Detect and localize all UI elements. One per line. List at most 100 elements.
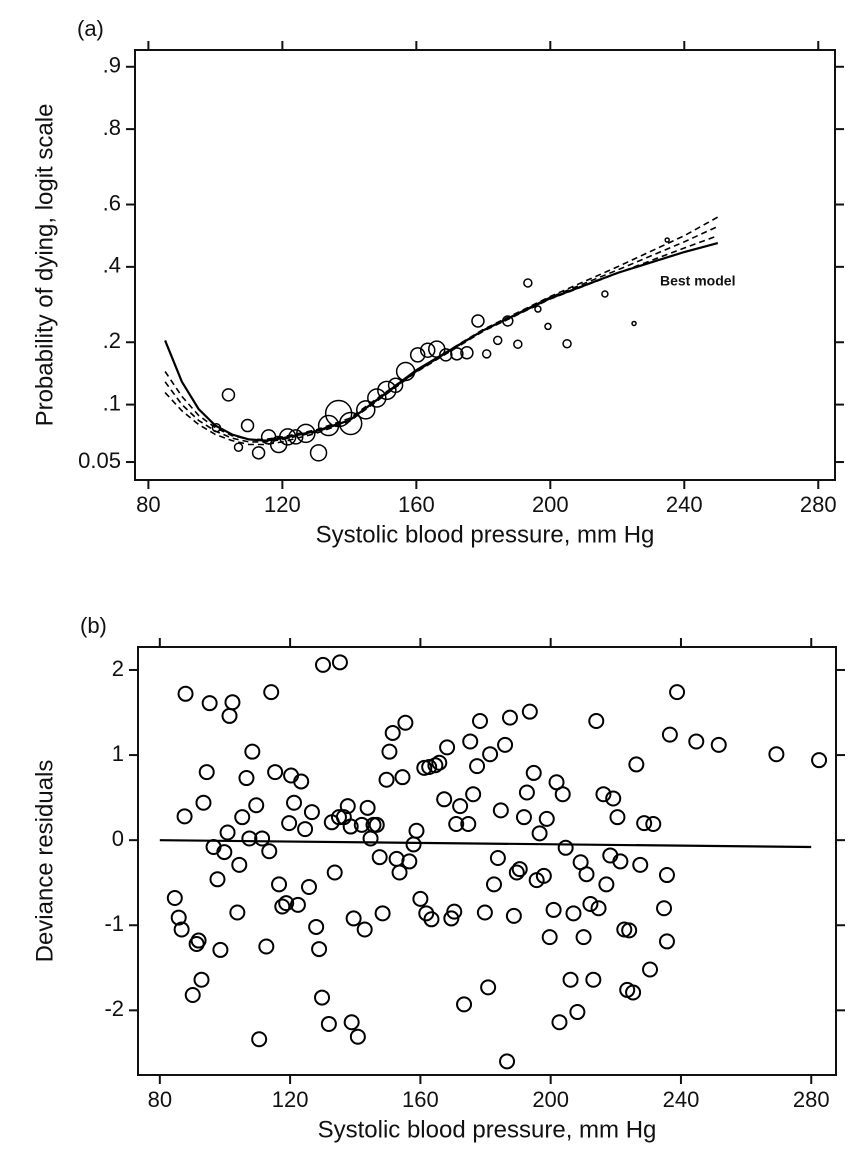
data-point [170,909,187,926]
data-point [343,1014,360,1031]
data-point [238,770,255,787]
x-tick-label: 80 [136,492,160,517]
data-point [260,429,277,445]
data-point [534,305,542,313]
data-point [345,910,362,927]
data-point [582,895,599,912]
plot-frame [134,49,836,481]
model-curve-dashed [164,225,719,443]
model-curve [164,242,719,442]
data-point [409,347,426,363]
data-point [198,764,215,781]
data-point [590,900,607,917]
data-point [231,856,248,873]
data-point [605,790,622,807]
data-point [374,905,391,922]
data-point [384,724,401,741]
data-point [229,904,246,921]
data-point [631,320,637,327]
x-tick-label: 280 [800,492,837,517]
y-axis-label: Probability of dying, logit scale [31,104,58,427]
data-point [317,414,340,437]
data-point [324,399,353,428]
plot-frame [137,646,837,1076]
data-point [523,278,533,288]
data-point [391,864,408,881]
data-point [177,685,194,702]
data-point [356,400,376,420]
y-tick-label: -1 [104,911,124,936]
data-point [469,758,486,775]
y-tick-label: 0 [112,826,124,851]
data-point [289,896,306,913]
data-point [569,1004,586,1021]
data-point [456,996,473,1013]
y-tick-label: .2 [103,328,121,353]
data-point [661,726,678,743]
data-point [628,756,645,773]
data-point [669,684,686,701]
data-point [278,428,297,446]
data-point [331,654,348,671]
y-tick-label: 1 [112,741,124,766]
data-point [288,429,304,445]
data-point [531,825,548,842]
data-point [535,867,552,884]
data-point [448,815,465,832]
data-point [501,709,518,726]
data-point [286,794,303,811]
x-tick-label: 240 [666,492,703,517]
data-point [395,361,416,382]
x-tick-label: 80 [148,1087,172,1112]
x-axis-label: Systolic blood pressure, mm Hg [318,1116,657,1143]
y-tick-label: .8 [103,115,121,140]
data-point [254,830,271,847]
data-point [211,422,222,433]
data-point [241,830,258,847]
x-tick-label: 160 [402,1087,439,1112]
model-curve-dashed [164,216,719,441]
x-tick-label: 160 [398,492,435,517]
data-point [421,758,438,775]
data-point [274,898,291,915]
data-point [297,821,314,838]
data-point [460,815,477,832]
data-point [309,444,328,462]
data-point [356,921,373,938]
data-point [499,1053,516,1070]
data-point [588,713,605,730]
data-point [439,739,456,756]
data-point [578,866,595,883]
data-point [664,237,670,243]
data-point [330,809,347,826]
data-point [710,736,727,753]
data-point [471,314,485,328]
data-point [471,713,488,730]
data-point [609,809,626,826]
data-point [349,1028,366,1045]
y-tick-label: -2 [104,996,124,1021]
data-point [557,839,574,856]
data-point [575,929,592,946]
data-point [221,388,236,402]
data-point [541,929,558,946]
data-point [320,1015,337,1032]
data-point [338,411,363,436]
data-point [166,890,183,907]
data-point [446,903,463,920]
data-point [431,754,448,771]
data-point [240,418,255,433]
data-point [397,714,414,731]
data-point [190,932,207,949]
data-point [209,871,226,888]
data-point [377,380,397,401]
data-point [554,786,571,803]
x-tick-label: 200 [532,492,569,517]
data-point [359,799,376,816]
data-point [371,849,388,866]
model-curve-dashed [164,234,719,446]
data-point [367,388,387,408]
data-point [221,707,238,724]
data-point [224,694,241,711]
data-point [492,335,503,346]
